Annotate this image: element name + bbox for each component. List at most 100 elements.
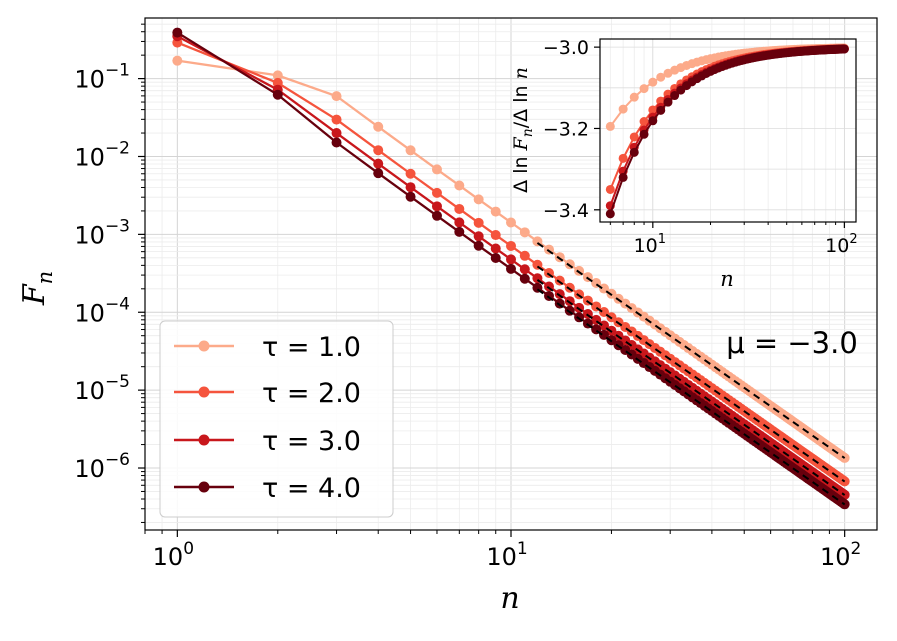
inset-chart: 101 102−3.0−3.2−3.4 n Δ ln Fn/Δ ln n	[510, 37, 858, 291]
y-tick-label: 10−1	[74, 61, 130, 94]
data-point-tau-4-n10	[506, 263, 516, 274]
data-point-tau-4-n9	[490, 252, 501, 263]
data-point-tau-1-n6	[431, 164, 442, 175]
data-point-tau-1-n1	[172, 55, 183, 66]
x-tick-label: 101	[486, 539, 527, 571]
data-point-tau-1-n5	[405, 145, 416, 156]
inset-y-tick-label: −3.2	[543, 118, 589, 140]
data-point-tau-2-n10	[506, 240, 516, 251]
inset-point-tau-1-n7	[618, 104, 628, 114]
y-axis-label: Fn	[17, 271, 57, 306]
legend-label-tau-4: τ = 4.0	[262, 473, 361, 504]
x-tick-label: 100	[153, 539, 194, 571]
data-point-tau-2-n4	[373, 145, 384, 156]
legend-item-tau-1: τ = 1.0	[174, 332, 361, 363]
legend-marker-tau-4	[198, 481, 210, 493]
legend-marker-tau-3	[198, 434, 210, 446]
data-point-tau-2-n15	[564, 282, 575, 293]
inset-x-axis-label: n	[720, 267, 734, 291]
legend-label-tau-3: τ = 3.0	[262, 426, 361, 457]
data-point-tau-3-n14	[554, 289, 565, 300]
inset-x-tick-label: 102	[825, 232, 857, 257]
data-point-tau-4-n4	[373, 168, 384, 179]
data-point-tau-3-n5	[405, 182, 416, 193]
inset-ticks: 101 102 −3.0 −3.2 −3.4	[543, 37, 858, 257]
data-point-tau-1-n3	[331, 91, 342, 102]
inset-point-tau-4-n11	[656, 105, 666, 115]
inset-point-tau-2-n8	[629, 132, 639, 142]
data-point-tau-3-n4	[373, 158, 384, 169]
data-point-tau-3-n3	[331, 128, 342, 139]
legend-box	[159, 320, 394, 518]
fit-line-tau-3	[536, 279, 846, 496]
data-point-tau-1-n7	[454, 180, 465, 191]
data-point-tau-4-n1	[172, 27, 183, 38]
inset-point-tau-2-n11	[656, 96, 666, 106]
inset-y-tick-label: −3.4	[543, 200, 589, 222]
data-point-tau-2-n5	[405, 168, 416, 179]
data-point-tau-1-n8	[473, 194, 484, 205]
data-point-tau-3-n9	[490, 243, 501, 254]
inset-point-tau-2-n7	[618, 153, 628, 163]
data-point-tau-4-n16	[574, 312, 585, 323]
y-tick-label: 10−6	[74, 450, 130, 483]
data-point-tau-1-n16	[574, 265, 585, 276]
fit-line-tau-4	[536, 288, 846, 506]
legend-item-tau-2: τ = 2.0	[174, 378, 361, 409]
legend-label-tau-2: τ = 2.0	[262, 378, 361, 409]
inset-point-tau-1-n8	[629, 92, 639, 102]
data-point-tau-4-n14	[554, 298, 565, 309]
data-point-tau-4-n5	[405, 191, 416, 202]
data-point-tau-1-n15	[564, 259, 575, 270]
data-point-tau-1-n10	[506, 217, 516, 228]
inset-point-tau-2-n6	[605, 184, 615, 194]
data-point-tau-3-n6	[431, 201, 442, 212]
mu-annotation: μ = −3.0	[726, 326, 858, 360]
data-point-tau-1-n14	[554, 252, 565, 263]
inset-point-tau-4-n8	[629, 147, 639, 157]
inset-point-tau-4-n12	[663, 97, 673, 107]
data-point-tau-3-n11	[519, 264, 530, 275]
data-point-tau-1-n4	[373, 121, 384, 132]
legend-item-tau-3: τ = 3.0	[174, 426, 361, 457]
legend-marker-tau-2	[198, 386, 210, 398]
data-point-tau-2-n16	[574, 289, 585, 300]
inset-point-tau-4-n6	[605, 209, 615, 219]
data-point-tau-4-n7	[454, 226, 465, 237]
data-point-tau-4-n8	[473, 240, 484, 251]
main-ticks: 100 101 102 10−6 10−5 10−4 10−3 10−2 10−1	[74, 23, 861, 571]
fit-line-tau-2	[536, 265, 846, 483]
data-point-tau-2-n9	[490, 230, 501, 241]
inset-point-tau-4-n100	[839, 44, 849, 54]
data-point-tau-1-n11	[519, 227, 530, 238]
inset-point-tau-1-n11	[656, 72, 666, 82]
data-point-tau-3-n7	[454, 217, 465, 228]
inset-point-tau-2-n9	[639, 117, 649, 127]
y-tick-label: 10−2	[74, 138, 130, 171]
inset-point-tau-2-n10	[648, 105, 658, 115]
x-axis-label: n	[500, 581, 519, 616]
data-point-tau-3-n10	[506, 254, 516, 265]
data-point-tau-4-n11	[519, 273, 530, 284]
data-point-tau-1-n2	[272, 70, 283, 81]
legend-item-tau-4: τ = 4.0	[174, 473, 361, 504]
data-point-tau-2-n3	[331, 114, 342, 125]
inset-point-tau-4-n13	[670, 91, 680, 101]
data-point-tau-2-n14	[554, 275, 565, 286]
y-tick-label: 10−5	[74, 372, 130, 405]
data-point-tau-2-n8	[473, 217, 484, 228]
data-point-tau-3-n16	[574, 302, 585, 313]
data-point-tau-3-n8	[473, 231, 484, 242]
data-point-tau-4-n2	[272, 89, 283, 100]
y-tick-label: 10−3	[74, 216, 130, 249]
inset-axes-frame	[599, 38, 857, 223]
legend: τ = 1.0 τ = 2.0 τ = 3.0 τ = 4.0	[159, 320, 394, 518]
legend-label-tau-1: τ = 1.0	[262, 332, 361, 363]
y-tick-label: 10−4	[74, 294, 130, 327]
legend-marker-tau-1	[198, 340, 210, 352]
inset-point-tau-4-n9	[639, 129, 649, 139]
data-point-tau-4-n6	[431, 210, 442, 221]
inset-point-tau-1-n6	[605, 121, 615, 131]
inset-point-tau-1-n9	[639, 84, 649, 94]
